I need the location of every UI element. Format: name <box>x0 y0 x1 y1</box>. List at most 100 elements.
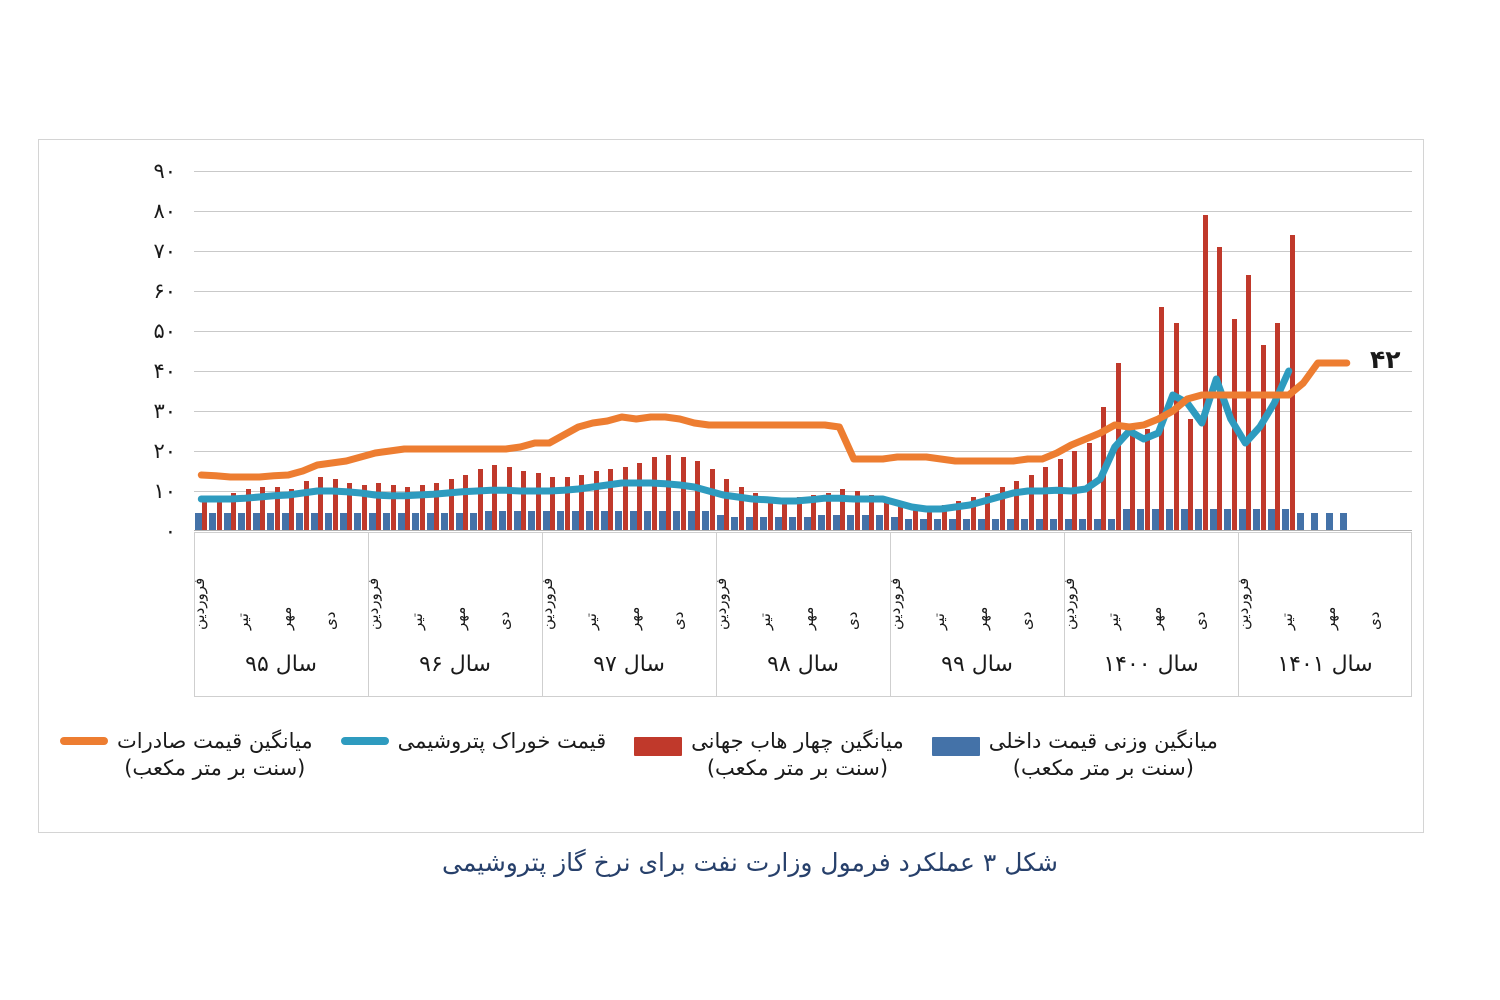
bar-domestic-weighted <box>1122 509 1130 531</box>
bar-domestic-weighted <box>223 513 231 531</box>
bar-global-hubs <box>245 489 251 531</box>
bar-global-hubs <box>1144 429 1150 531</box>
x-tick-label-month: مهر <box>1321 606 1340 630</box>
bar-global-hubs <box>550 477 556 531</box>
bar-global-hubs <box>463 475 469 531</box>
bar-global-hubs <box>231 493 237 531</box>
x-axis-year-groups: سال ۹۵ سال ۹۶ سال ۹۷ سال ۹۸ سال ۹۹ سال ۱۴۰۰ سا… <box>194 532 1412 697</box>
bar-domestic-weighted <box>1021 519 1029 531</box>
bar-domestic-weighted <box>890 517 898 531</box>
x-tick-label-month: تیر <box>233 613 252 630</box>
annotation-value-42: ۴۲ <box>1370 345 1401 374</box>
x-tick-label-month: مهر <box>973 606 992 630</box>
line-petrochemical-feedstock <box>201 371 1289 509</box>
bar-domestic-weighted <box>1079 519 1087 531</box>
bar-domestic-weighted <box>209 513 217 531</box>
bar-domestic-weighted <box>818 515 826 531</box>
bar-domestic-weighted <box>658 511 666 531</box>
bar-domestic-weighted <box>368 513 376 531</box>
bar-domestic-weighted <box>325 513 333 531</box>
year-group-separator <box>890 532 891 696</box>
bar-global-hubs <box>970 497 976 531</box>
bar-global-hubs <box>608 469 614 531</box>
bar-domestic-weighted <box>615 511 623 531</box>
bar-domestic-weighted <box>1035 519 1043 531</box>
x-tick-label-month: دی <box>1364 611 1383 630</box>
bar-domestic-weighted <box>484 511 492 531</box>
bar-domestic-weighted <box>1209 509 1217 531</box>
bar-domestic-weighted <box>803 517 811 531</box>
bar-domestic-weighted <box>296 513 304 531</box>
legend-item[interactable]: میانگین وزنی قیمت داخلی (سنت بر متر مکعب) <box>931 728 1218 783</box>
bar-domestic-weighted <box>934 519 942 531</box>
bar-global-hubs <box>985 493 991 531</box>
x-tick-label-month: مهر <box>625 606 644 630</box>
bar-domestic-weighted <box>789 517 797 531</box>
bar-domestic-weighted <box>397 513 405 531</box>
x-tick-label-month: تیر <box>407 613 426 630</box>
category-band-bottom-border <box>194 696 1412 697</box>
bar-domestic-weighted <box>586 511 594 531</box>
bar-global-hubs <box>1057 459 1063 531</box>
year-group-separator <box>1064 532 1065 696</box>
legend-item[interactable]: میانگین قیمت صادرات (سنت بر متر مکعب) <box>60 728 313 783</box>
year-group-separator <box>368 532 369 696</box>
gridline <box>194 331 1412 332</box>
legend-label: قیمت خوراک پتروشیمی <box>397 729 607 753</box>
bar-domestic-weighted <box>1195 509 1203 531</box>
x-tick-label-month: مهر <box>451 606 470 630</box>
bar-global-hubs <box>651 457 657 531</box>
year-group-separator <box>194 532 195 696</box>
legend-swatch-line-icon <box>340 737 389 745</box>
legend-text: میانگین چهار هاب جهانی (سنت بر متر مکعب) <box>691 728 904 783</box>
y-tick-label: ۱۰ <box>153 479 176 503</box>
y-tick-label: ۸۰ <box>153 199 176 223</box>
bar-global-hubs <box>318 477 324 531</box>
year-group-separator <box>716 532 717 696</box>
bar-domestic-weighted <box>1166 509 1174 531</box>
bar-global-hubs <box>260 487 266 531</box>
bar-global-hubs <box>361 485 367 531</box>
bar-global-hubs <box>492 465 498 531</box>
bar-domestic-weighted <box>542 511 550 531</box>
gridline <box>194 251 1412 252</box>
bar-global-hubs <box>767 497 773 531</box>
bar-global-hubs <box>390 485 396 531</box>
bar-domestic-weighted <box>354 513 362 531</box>
gridline <box>194 371 1412 372</box>
x-axis-year-label: سال ۱۴۰۰ <box>1103 651 1199 677</box>
bar-domestic-weighted <box>760 517 768 531</box>
bar-global-hubs <box>274 487 280 531</box>
bar-domestic-weighted <box>1151 509 1159 531</box>
bar-domestic-weighted <box>1108 519 1116 531</box>
bar-domestic-weighted <box>383 513 391 531</box>
bar-global-hubs <box>999 487 1005 531</box>
bar-global-hubs <box>448 479 454 531</box>
bar-domestic-weighted <box>629 511 637 531</box>
bar-domestic-weighted <box>774 517 782 531</box>
bar-global-hubs <box>680 457 686 531</box>
bar-global-hubs <box>347 483 353 531</box>
legend-item[interactable]: قیمت خوراک پتروشیمی <box>340 728 607 754</box>
bar-domestic-weighted <box>1050 519 1058 531</box>
bar-global-hubs <box>738 487 744 531</box>
bar-global-hubs <box>1043 467 1049 531</box>
x-tick-label-month: مهر <box>799 606 818 630</box>
legend-label: میانگین وزنی قیمت داخلی <box>988 729 1218 753</box>
bar-global-hubs <box>1246 275 1252 531</box>
bar-domestic-weighted <box>687 511 695 531</box>
x-tick-label-month: تیر <box>929 613 948 630</box>
bar-domestic-weighted <box>905 519 913 531</box>
bar-domestic-weighted <box>861 515 869 531</box>
bar-domestic-weighted <box>832 515 840 531</box>
x-axis-year-label: سال ۹۶ <box>419 651 491 677</box>
bar-global-hubs <box>912 505 918 531</box>
bar-global-hubs <box>1014 481 1020 531</box>
bar-domestic-weighted <box>876 515 884 531</box>
bar-global-hubs <box>564 477 570 531</box>
figure-caption: شکل ۳ عملکرد فرمول وزارت نفت برای نرخ گا… <box>442 848 1058 877</box>
bar-global-hubs <box>869 495 875 531</box>
gridline <box>194 291 1412 292</box>
legend-item[interactable]: میانگین چهار هاب جهانی (سنت بر متر مکعب) <box>634 728 904 783</box>
